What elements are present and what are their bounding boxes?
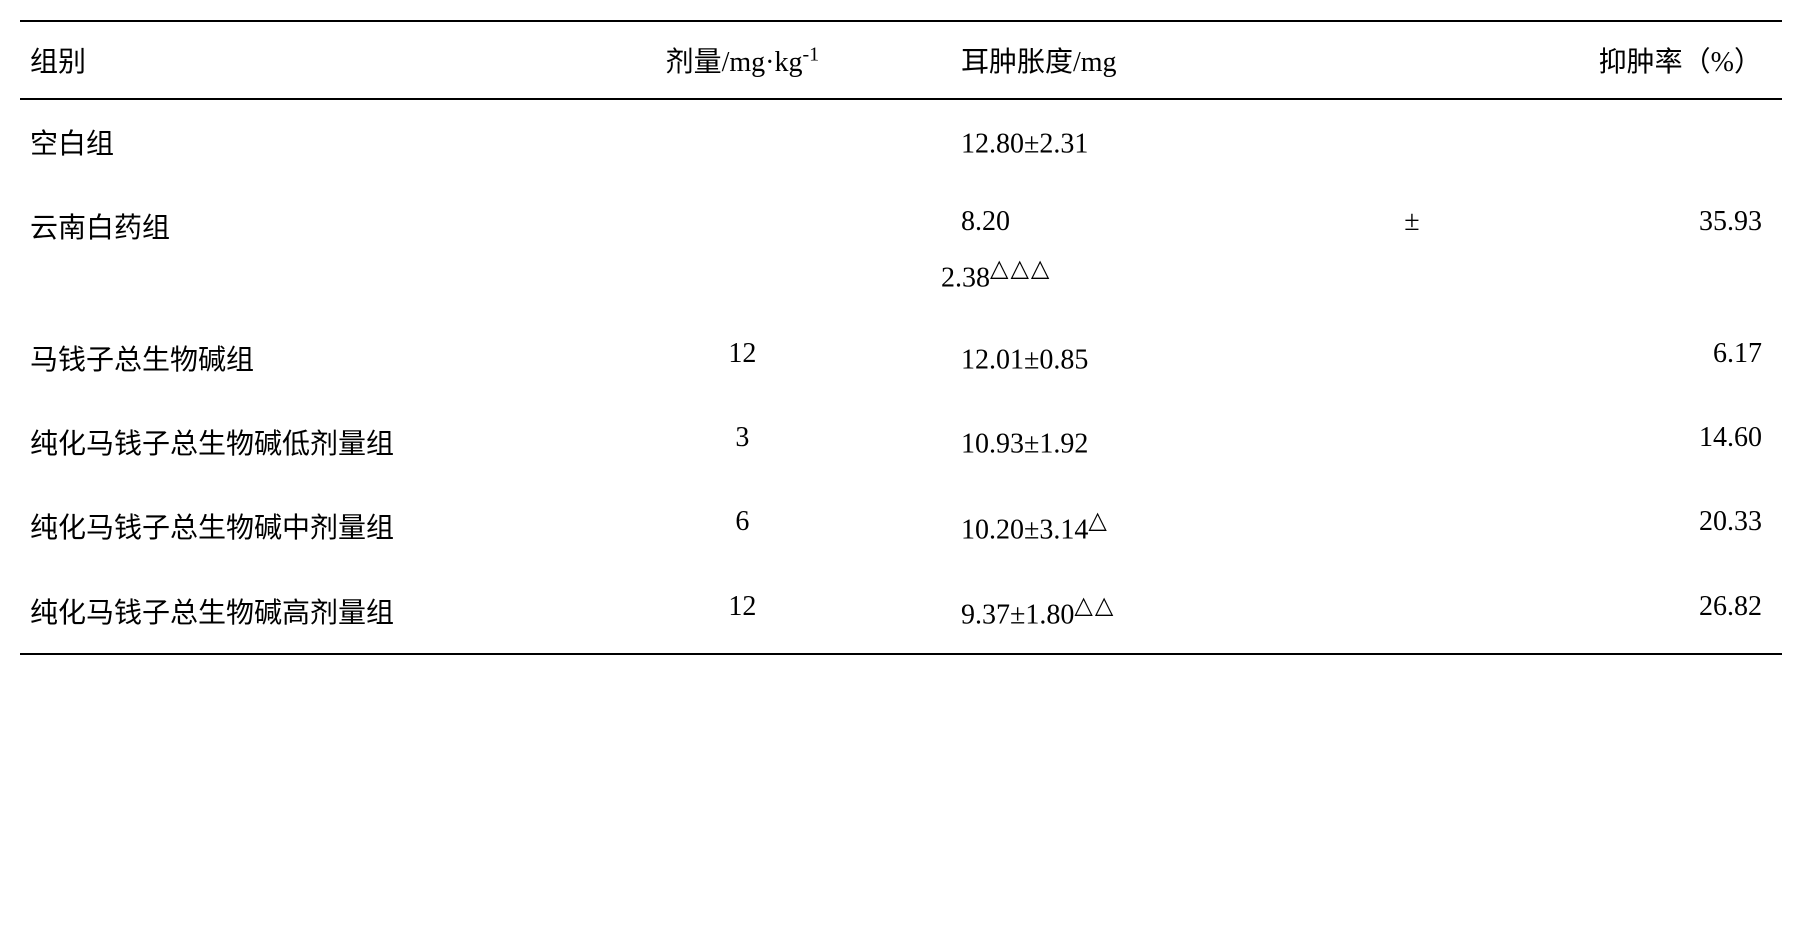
cell-dose: 12 bbox=[584, 569, 901, 654]
table-row: 纯化马钱子总生物碱高剂量组 12 9.37±1.80△△ 26.82 bbox=[20, 569, 1782, 654]
cell-rate: 26.82 bbox=[1430, 569, 1782, 654]
cell-swelling: 9.37±1.80△△ bbox=[901, 569, 1430, 654]
cell-group: 纯化马钱子总生物碱高剂量组 bbox=[20, 569, 584, 654]
header-rate: 抑肿率（%） bbox=[1430, 21, 1782, 99]
swelling-value: 12.80±2.31 bbox=[961, 128, 1088, 159]
cell-rate bbox=[1430, 99, 1782, 184]
swelling-line2-sup: △△△ bbox=[990, 256, 1051, 282]
data-table-container: 组别 剂量/mg·kg-1 耳肿胀度/mg 抑肿率（%） 空白组 12.80±2 bbox=[20, 20, 1782, 655]
table-row: 纯化马钱子总生物碱低剂量组 3 10.93±1.92 14.60 bbox=[20, 400, 1782, 484]
cell-group: 马钱子总生物碱组 bbox=[20, 316, 584, 400]
swelling-split-line1: 8.20 ± bbox=[961, 206, 1420, 238]
table-row: 2.38△△△ bbox=[20, 250, 1782, 316]
cell-swelling: 2.38△△△ bbox=[901, 250, 1430, 316]
cell-swelling: 12.01±0.85 bbox=[901, 316, 1430, 400]
cell-rate: 20.33 bbox=[1430, 484, 1782, 568]
cell-group: 空白组 bbox=[20, 99, 584, 184]
cell-rate: 6.17 bbox=[1430, 316, 1782, 400]
swelling-value: 10.93±1.92 bbox=[961, 429, 1088, 460]
cell-rate: 35.93 bbox=[1430, 184, 1782, 250]
cell-swelling: 12.80±2.31 bbox=[901, 99, 1430, 184]
cell-group: 云南白药组 bbox=[20, 184, 584, 250]
table-row: 空白组 12.80±2.31 bbox=[20, 99, 1782, 184]
cell-rate-empty bbox=[1430, 250, 1782, 316]
swelling-sup: △△ bbox=[1074, 593, 1115, 619]
header-row: 组别 剂量/mg·kg-1 耳肿胀度/mg 抑肿率（%） bbox=[20, 21, 1782, 99]
cell-group: 纯化马钱子总生物碱低剂量组 bbox=[20, 400, 584, 484]
cell-dose bbox=[584, 99, 901, 184]
swelling-value: 12.01±0.85 bbox=[961, 345, 1088, 376]
swelling-line1-left: 8.20 bbox=[961, 206, 1010, 238]
swelling-value: 10.20±3.14 bbox=[961, 515, 1088, 546]
table-row: 马钱子总生物碱组 12 12.01±0.85 6.17 bbox=[20, 316, 1782, 400]
cell-dose bbox=[584, 184, 901, 250]
table-row: 纯化马钱子总生物碱中剂量组 6 10.20±3.14△ 20.33 bbox=[20, 484, 1782, 568]
header-dose-sup: -1 bbox=[803, 44, 820, 66]
cell-dose: 12 bbox=[584, 316, 901, 400]
cell-dose-empty bbox=[584, 250, 901, 316]
swelling-value: 9.37±1.80 bbox=[961, 599, 1074, 630]
table-row: 云南白药组 8.20 ± 35.93 bbox=[20, 184, 1782, 250]
data-table: 组别 剂量/mg·kg-1 耳肿胀度/mg 抑肿率（%） 空白组 12.80±2 bbox=[20, 20, 1782, 655]
table-header: 组别 剂量/mg·kg-1 耳肿胀度/mg 抑肿率（%） bbox=[20, 21, 1782, 99]
cell-rate: 14.60 bbox=[1430, 400, 1782, 484]
swelling-line2: 2.38 bbox=[941, 262, 990, 293]
cell-swelling: 8.20 ± bbox=[901, 184, 1430, 250]
header-group-label: 组别 bbox=[30, 47, 86, 78]
cell-dose: 3 bbox=[584, 400, 901, 484]
header-group: 组别 bbox=[20, 21, 584, 99]
swelling-line1-right: ± bbox=[1404, 206, 1419, 238]
header-dose: 剂量/mg·kg-1 bbox=[584, 21, 901, 99]
cell-dose: 6 bbox=[584, 484, 901, 568]
cell-swelling: 10.93±1.92 bbox=[901, 400, 1430, 484]
header-swelling: 耳肿胀度/mg bbox=[901, 21, 1430, 99]
header-swelling-label: 耳肿胀度/mg bbox=[961, 47, 1117, 78]
cell-group-empty bbox=[20, 250, 584, 316]
header-dose-label: 剂量/mg·kg bbox=[666, 47, 803, 78]
swelling-sup: △ bbox=[1088, 508, 1108, 534]
cell-group: 纯化马钱子总生物碱中剂量组 bbox=[20, 484, 584, 568]
header-rate-label: 抑肿率（%） bbox=[1599, 47, 1762, 78]
cell-swelling: 10.20±3.14△ bbox=[901, 484, 1430, 568]
table-body: 空白组 12.80±2.31 云南白药组 8.20 ± 35.93 bbox=[20, 99, 1782, 654]
